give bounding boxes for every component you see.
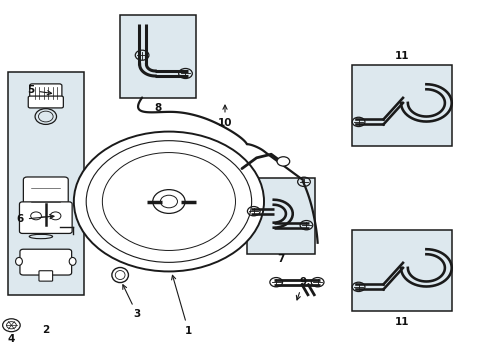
Text: 2: 2: [42, 325, 50, 335]
FancyBboxPatch shape: [8, 72, 83, 295]
Text: 11: 11: [394, 51, 408, 61]
Circle shape: [160, 195, 177, 208]
FancyBboxPatch shape: [30, 84, 62, 101]
Circle shape: [277, 157, 289, 166]
Text: 8: 8: [154, 103, 161, 113]
Circle shape: [31, 212, 41, 220]
Ellipse shape: [16, 257, 22, 265]
FancyBboxPatch shape: [39, 271, 53, 281]
FancyBboxPatch shape: [28, 96, 63, 108]
Circle shape: [50, 212, 61, 220]
Ellipse shape: [112, 267, 128, 283]
FancyBboxPatch shape: [246, 178, 315, 253]
Text: 4: 4: [8, 333, 15, 343]
Circle shape: [152, 190, 184, 213]
FancyBboxPatch shape: [351, 65, 451, 146]
Text: 6: 6: [17, 215, 54, 224]
Text: 5: 5: [27, 85, 51, 95]
Text: 3: 3: [122, 285, 141, 319]
Text: 7: 7: [277, 254, 284, 264]
FancyBboxPatch shape: [351, 230, 451, 311]
Circle shape: [2, 319, 20, 332]
Text: 9: 9: [296, 277, 306, 300]
Text: 11: 11: [394, 317, 408, 327]
FancyBboxPatch shape: [20, 249, 72, 275]
FancyBboxPatch shape: [120, 15, 195, 98]
Text: 1: 1: [171, 275, 192, 336]
Text: 10: 10: [217, 105, 232, 128]
FancyBboxPatch shape: [23, 177, 68, 228]
Circle shape: [74, 132, 264, 271]
FancyBboxPatch shape: [20, 202, 72, 233]
Ellipse shape: [69, 257, 76, 265]
